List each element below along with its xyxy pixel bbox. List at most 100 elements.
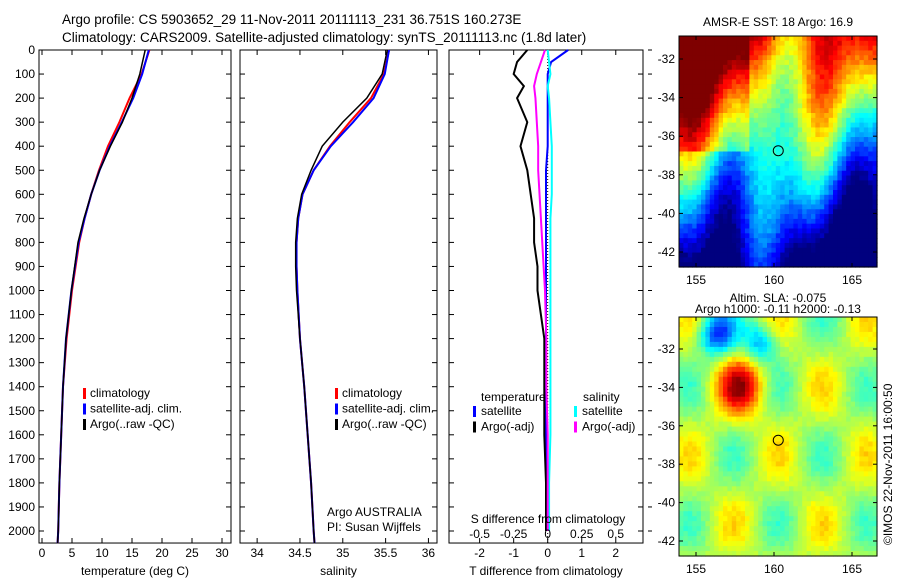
- map-cell: [705, 406, 711, 413]
- map-cell: [762, 69, 768, 76]
- map-cell: [833, 146, 838, 153]
- map-cell: [837, 491, 843, 497]
- map-cell: [749, 381, 755, 388]
- map-cell: [863, 204, 869, 210]
- map-cell: [740, 401, 746, 408]
- map-cell: [771, 541, 777, 547]
- map-cell: [731, 45, 737, 52]
- map-cell: [859, 456, 865, 462]
- map-cell: [775, 436, 781, 443]
- map-cell: [705, 69, 711, 76]
- map-cell: [850, 180, 856, 186]
- map-cell: [846, 486, 852, 492]
- map-cell: [731, 461, 737, 467]
- map-cell: [687, 466, 693, 472]
- map-cell: [745, 426, 750, 433]
- map-cell: [683, 228, 689, 234]
- map-cell: [692, 69, 698, 76]
- map-cell: [855, 165, 860, 172]
- map-cell: [811, 321, 816, 328]
- map-cell: [683, 84, 689, 90]
- map-cell: [745, 40, 750, 47]
- map-cell: [784, 326, 790, 333]
- map-cell: [863, 117, 869, 124]
- map-cell: [802, 257, 808, 263]
- map-cell: [683, 74, 689, 80]
- map-cell: [762, 165, 768, 172]
- map-cell: [683, 536, 689, 542]
- map-cell: [784, 361, 790, 368]
- map-cell: [859, 98, 865, 104]
- map-cell: [780, 476, 786, 482]
- map-cell: [859, 351, 865, 358]
- map-cell: [872, 74, 878, 80]
- map-cell: [802, 416, 808, 423]
- map-cell: [687, 461, 693, 467]
- map-cell: [745, 411, 750, 418]
- map-cell: [833, 456, 838, 462]
- map-cell: [872, 326, 878, 333]
- map-cell: [859, 501, 865, 507]
- map-cell: [767, 74, 772, 80]
- map-cell: [718, 451, 724, 458]
- map-cell: [736, 252, 742, 258]
- map-cell: [771, 416, 777, 423]
- map-cell: [705, 103, 711, 109]
- map-cell: [855, 74, 860, 80]
- map-cell: [745, 526, 750, 532]
- map-cell: [855, 117, 860, 124]
- map-cell: [775, 45, 781, 52]
- map-cell: [841, 526, 847, 532]
- map-cell: [868, 466, 874, 472]
- map-cell: [727, 466, 733, 472]
- map-cell: [775, 461, 781, 467]
- map-cell: [837, 496, 843, 502]
- map-cell: [709, 257, 715, 263]
- map-cell: [701, 346, 706, 353]
- map-cell: [841, 391, 847, 398]
- map-cell: [859, 396, 865, 403]
- map-cell: [850, 426, 856, 433]
- map-cell: [762, 381, 768, 388]
- map-cell: [683, 185, 689, 191]
- map-cell: [872, 551, 878, 557]
- map-cell: [850, 451, 856, 458]
- map-cell: [723, 194, 728, 201]
- map-cell: [863, 526, 869, 532]
- map-cell: [793, 411, 799, 418]
- map-cell: [753, 214, 759, 220]
- map-cell: [859, 541, 865, 547]
- map-cell: [841, 341, 847, 348]
- map-cell: [802, 40, 808, 47]
- map-cell: [784, 341, 790, 348]
- map-cell: [723, 381, 728, 388]
- map-cell: [815, 466, 821, 472]
- map-cell: [701, 141, 706, 148]
- map-cell: [679, 161, 684, 167]
- map-cell: [850, 476, 856, 482]
- map-cell: [709, 132, 715, 138]
- map-cell: [833, 466, 838, 472]
- map-cell: [753, 60, 759, 66]
- map-cell: [841, 180, 847, 186]
- map-cell: [758, 536, 764, 542]
- map-cell: [824, 194, 830, 201]
- map-cell: [824, 242, 830, 249]
- map-cell: [683, 476, 689, 482]
- map-cell: [701, 223, 706, 230]
- map-cell: [687, 536, 693, 542]
- map-cell: [692, 326, 698, 333]
- map-cell: [758, 541, 764, 547]
- map-cell: [749, 88, 755, 95]
- map-cell: [753, 88, 759, 95]
- map-cell: [868, 317, 874, 323]
- map-cell: [850, 79, 856, 85]
- map-cell: [718, 257, 724, 263]
- map-cell: [802, 132, 808, 138]
- map-cell: [802, 194, 808, 201]
- map-cell: [709, 40, 715, 47]
- map-cell: [723, 79, 728, 85]
- map-cell: [736, 84, 742, 90]
- map-cell: [859, 431, 865, 438]
- map-cell: [833, 69, 838, 76]
